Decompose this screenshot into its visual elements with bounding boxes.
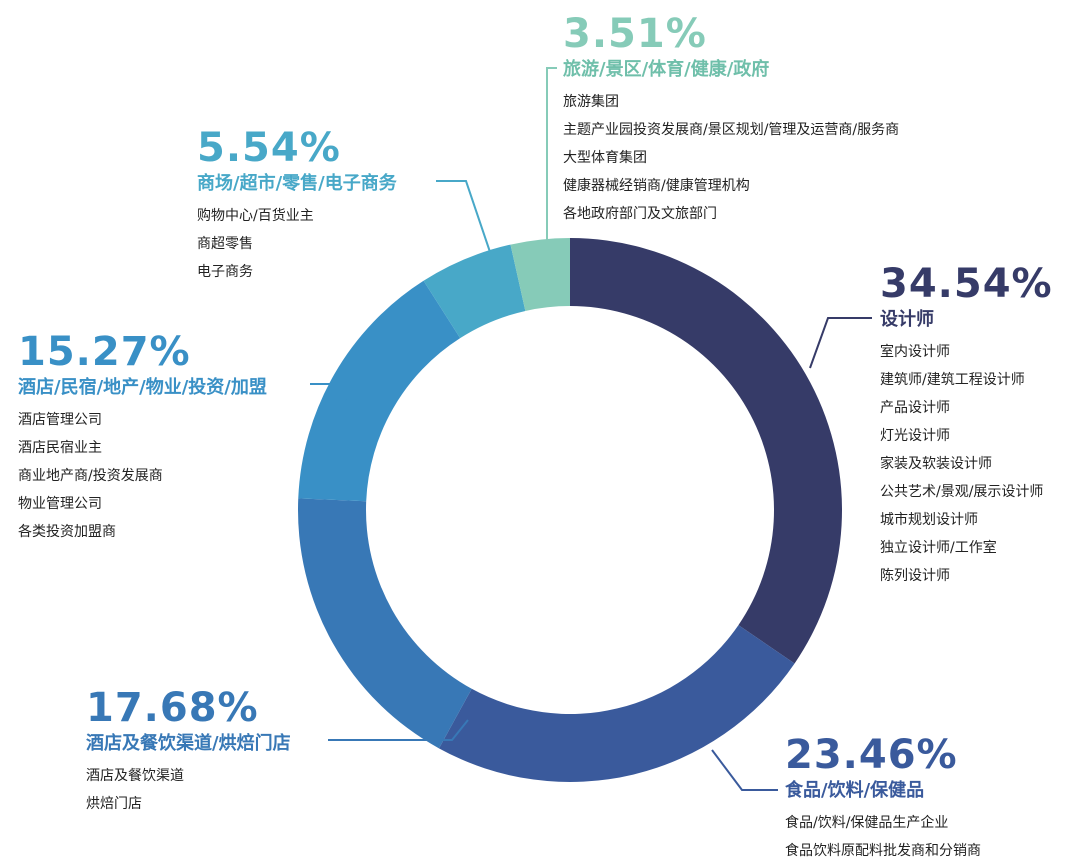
percent-label: 15.27%	[18, 329, 191, 375]
list-item: 健康器械经销商/健康管理机构	[563, 178, 750, 194]
item-list: 室内设计师 建筑师/建筑工程设计师 产品设计师 灯光设计师 家装及软装设计师 公…	[880, 338, 1053, 590]
list-item: 电子商务	[197, 264, 253, 280]
list-item: 酒店及餐饮渠道	[86, 768, 184, 784]
category-label: 酒店/民宿/地产/物业/投资/加盟	[18, 377, 267, 398]
callout-tourism: 3.51% 旅游/景区/体育/健康/政府 旅游集团 主题产业园投资发展商/景区规…	[563, 12, 899, 228]
list-item: 主题产业园投资发展商/景区规划/管理及运营商/服务商	[563, 122, 900, 138]
category-label: 酒店及餐饮渠道/烘焙门店	[86, 733, 291, 754]
item-list: 旅游集团 主题产业园投资发展商/景区规划/管理及运营商/服务商 大型体育集团 健…	[563, 88, 899, 228]
list-item: 室内设计师	[880, 344, 950, 360]
leader-line-retail	[436, 180, 491, 253]
percent-label: 5.54%	[197, 125, 341, 171]
list-item: 物业管理公司	[18, 496, 102, 512]
list-item: 商超零售	[197, 236, 253, 252]
percent-label: 17.68%	[86, 685, 259, 731]
slice-designers	[570, 238, 843, 664]
item-list: 购物中心/百货业主 商超零售 电子商务	[197, 202, 397, 286]
list-item: 公共艺术/景观/展示设计师	[880, 484, 1044, 500]
list-item: 陈列设计师	[880, 568, 950, 584]
slice-hotel-realestate	[298, 280, 461, 502]
category-label: 商场/超市/零售/电子商务	[197, 173, 397, 194]
list-item: 家装及软装设计师	[880, 456, 992, 472]
list-item: 商业地产商/投资发展商	[18, 468, 163, 484]
slice-food-beverage	[438, 625, 795, 782]
list-item: 各地政府部门及文旅部门	[563, 206, 717, 222]
leader-line-hotel-dining	[328, 719, 469, 741]
list-item: 产品设计师	[880, 400, 950, 416]
list-item: 食品/饮料/保健品生产企业	[785, 815, 949, 831]
list-item: 大型体育集团	[563, 150, 647, 166]
list-item: 旅游集团	[563, 94, 619, 110]
callout-food-beverage: 23.46% 食品/饮料/保健品 食品/饮料/保健品生产企业 食品饮料原配料批发…	[785, 733, 981, 865]
slice-tourism	[510, 238, 570, 311]
item-list: 酒店及餐饮渠道 烘焙门店	[86, 762, 291, 818]
leader-line-food-beverage	[711, 749, 778, 791]
callout-hotel-realestate: 15.27% 酒店/民宿/地产/物业/投资/加盟 酒店管理公司 酒店民宿业主 商…	[18, 330, 267, 546]
category-label: 设计师	[880, 309, 934, 330]
percent-label: 34.54%	[880, 261, 1053, 307]
category-label: 食品/饮料/保健品	[785, 780, 925, 801]
callout-designers: 34.54% 设计师 室内设计师 建筑师/建筑工程设计师 产品设计师 灯光设计师…	[880, 262, 1053, 590]
category-label: 旅游/景区/体育/健康/政府	[563, 59, 770, 80]
list-item: 酒店管理公司	[18, 412, 102, 428]
list-item: 购物中心/百货业主	[197, 208, 314, 224]
callout-retail: 5.54% 商场/超市/零售/电子商务 购物中心/百货业主 商超零售 电子商务	[197, 126, 397, 286]
item-list: 食品/饮料/保健品生产企业 食品饮料原配料批发商和分销商	[785, 809, 981, 865]
list-item: 各类投资加盟商	[18, 524, 116, 540]
leader-line-designers	[809, 317, 872, 369]
list-item: 城市规划设计师	[880, 512, 978, 528]
list-item: 灯光设计师	[880, 428, 950, 444]
donut-slices	[298, 238, 843, 782]
list-item: 建筑师/建筑工程设计师	[880, 372, 1025, 388]
leader-lines	[310, 67, 872, 791]
leader-line-tourism	[546, 67, 557, 240]
item-list: 酒店管理公司 酒店民宿业主 商业地产商/投资发展商 物业管理公司 各类投资加盟商	[18, 406, 267, 546]
percent-label: 3.51%	[563, 11, 707, 57]
leader-line-hotel-realestate	[310, 383, 347, 401]
percent-label: 23.46%	[785, 732, 958, 778]
slice-hotel-dining	[298, 498, 472, 749]
list-item: 烘焙门店	[86, 796, 142, 812]
callout-hotel-dining: 17.68% 酒店及餐饮渠道/烘焙门店 酒店及餐饮渠道 烘焙门店	[86, 686, 291, 818]
list-item: 独立设计师/工作室	[880, 540, 997, 556]
slice-retail	[423, 244, 526, 339]
list-item: 酒店民宿业主	[18, 440, 102, 456]
list-item: 食品饮料原配料批发商和分销商	[785, 843, 981, 859]
